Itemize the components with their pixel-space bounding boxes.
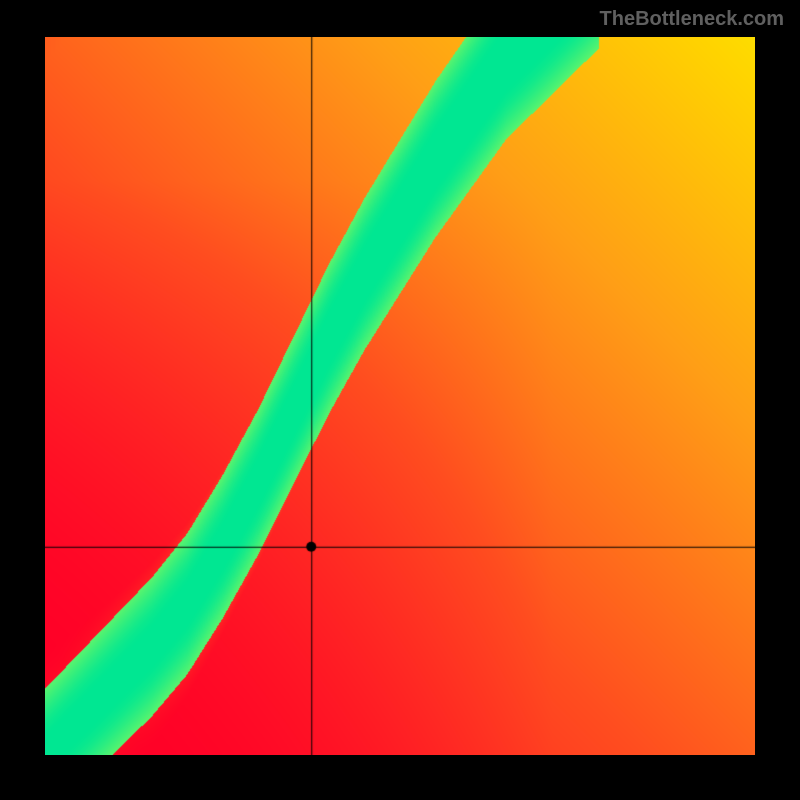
watermark-text: TheBottleneck.com (600, 8, 784, 31)
heatmap-canvas (45, 37, 755, 755)
plot-area (45, 37, 755, 755)
